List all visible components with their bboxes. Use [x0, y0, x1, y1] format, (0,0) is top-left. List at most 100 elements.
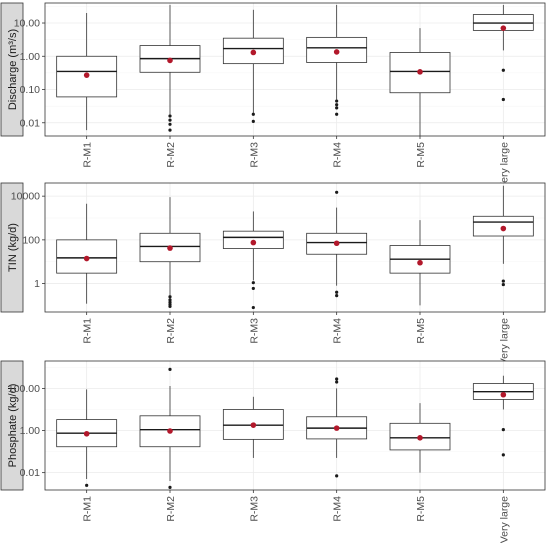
- x-tick-label: R-M1: [82, 142, 94, 168]
- box-r-m3: [222, 9, 284, 123]
- box-very-large: [472, 375, 534, 457]
- box-r-m3: [222, 396, 284, 458]
- x-tick-label: R-M5: [415, 318, 427, 344]
- outlier-point: [168, 298, 172, 302]
- outlier-point: [335, 294, 339, 298]
- y-title-strip: [0, 2, 24, 137]
- mean-point: [250, 422, 257, 428]
- mean-point: [417, 69, 423, 75]
- outlier-point: [168, 122, 172, 126]
- box-very-large: [472, 4, 534, 102]
- y-axis-title: TIN (kg/d): [7, 223, 19, 272]
- panel-1: Discharge (m³/s)0.01 0.10 1.00 10.00 R-M1 R-M…: [0, 2, 546, 189]
- x-tick-label: R-M3: [248, 318, 260, 344]
- x-tick-label: R-M4: [332, 318, 344, 344]
- box-r-m2: [139, 197, 201, 309]
- mean-point: [417, 435, 423, 441]
- x-tick-label: Very large: [498, 318, 510, 365]
- y-tick-label: 1.00: [20, 51, 41, 63]
- mean-point: [500, 391, 507, 398]
- mean-point: [333, 425, 340, 431]
- mean-point: [83, 430, 90, 437]
- box-r-m4: [306, 190, 368, 298]
- x-tick-label: R-M4: [332, 496, 344, 522]
- x-tick-label: R-M2: [165, 496, 177, 522]
- x-tick-label: R-M1: [82, 318, 94, 344]
- outlier-point: [168, 367, 172, 371]
- box-r-m5: [389, 403, 451, 473]
- y-title-strip: [0, 182, 24, 313]
- box-r-m2: [139, 4, 201, 132]
- outlier-point: [501, 68, 505, 72]
- outlier-point: [251, 119, 255, 123]
- outlier-point: [168, 118, 172, 122]
- panel-3: Phosphate (kg/d)0.01 1.00 100.00 R-M1 R-M2 R-…: [0, 360, 546, 543]
- box-very-large: [472, 185, 534, 287]
- box-r-m1: [56, 13, 118, 131]
- outlier-point: [335, 474, 339, 478]
- panel-border: [44, 2, 546, 137]
- mean-point: [333, 240, 340, 247]
- outlier-point: [168, 300, 172, 304]
- outlier-point: [335, 99, 339, 103]
- x-tick-label: R-M5: [415, 142, 427, 168]
- outlier-point: [335, 112, 339, 116]
- x-tick-label: R-M1: [82, 496, 94, 522]
- mean-point: [83, 72, 90, 78]
- panel-2: TIN (kg/d) 1 100 10000 R-M1 R-M2 R-M3 R-M4 R-M5 V…: [0, 182, 546, 365]
- box-r-m1: [56, 389, 118, 487]
- box-r-m3: [222, 211, 284, 310]
- mean-point: [333, 49, 340, 55]
- outlier-point: [168, 304, 172, 309]
- mean-point: [250, 239, 257, 246]
- plot-area: [45, 361, 545, 490]
- x-tick-label: R-M3: [248, 142, 260, 168]
- mean-point: [167, 428, 173, 434]
- mean-point: [250, 49, 257, 56]
- iqr-box: [306, 36, 368, 63]
- outlier-point: [501, 453, 505, 457]
- outlier-point: [501, 282, 505, 287]
- panel-border: [44, 182, 546, 313]
- y-title-strip: [0, 360, 24, 491]
- outlier-point: [335, 290, 339, 294]
- mean-point: [167, 57, 173, 64]
- x-tick-label: R-M2: [165, 318, 177, 344]
- mean-point: [167, 245, 173, 251]
- y-axis-title: Phosphate (kg/d): [7, 384, 19, 468]
- y-tick-label: 10.00: [14, 18, 40, 30]
- x-tick-label: Very large: [498, 142, 510, 189]
- outlier-point: [501, 279, 505, 283]
- y-axis-title: Discharge (m³/s): [7, 29, 19, 110]
- x-tick-label: R-M5: [415, 496, 427, 522]
- outlier-point: [168, 128, 172, 132]
- plot-area: [45, 183, 545, 312]
- y-tick-label: 10000: [11, 191, 40, 203]
- mean-point: [500, 225, 507, 232]
- box-r-m4: [306, 4, 368, 116]
- x-tick-label: R-M2: [165, 142, 177, 168]
- outlier-point: [168, 295, 172, 299]
- mean-point: [500, 25, 507, 31]
- y-tick-label: 1: [34, 278, 40, 290]
- y-tick-label: 1.00: [20, 425, 41, 437]
- outlier-point: [168, 485, 172, 489]
- outlier-point: [251, 281, 255, 285]
- x-tick-label: Very large: [498, 496, 510, 543]
- outlier-point: [251, 286, 255, 291]
- x-tick-label: R-M4: [332, 142, 344, 168]
- outlier-point: [501, 97, 505, 102]
- outlier-point: [251, 112, 255, 116]
- outlier-point: [168, 114, 172, 118]
- x-tick-label: R-M3: [248, 496, 260, 522]
- box-r-m2: [139, 367, 201, 489]
- outlier-point: [251, 305, 255, 310]
- outlier-point: [335, 190, 339, 194]
- mean-point: [417, 259, 423, 266]
- outlier-point: [501, 428, 505, 432]
- box-r-m5: [389, 28, 451, 136]
- y-tick-label: 100: [22, 234, 40, 246]
- y-tick-label: 100.00: [8, 383, 40, 395]
- panel-border: [44, 360, 546, 491]
